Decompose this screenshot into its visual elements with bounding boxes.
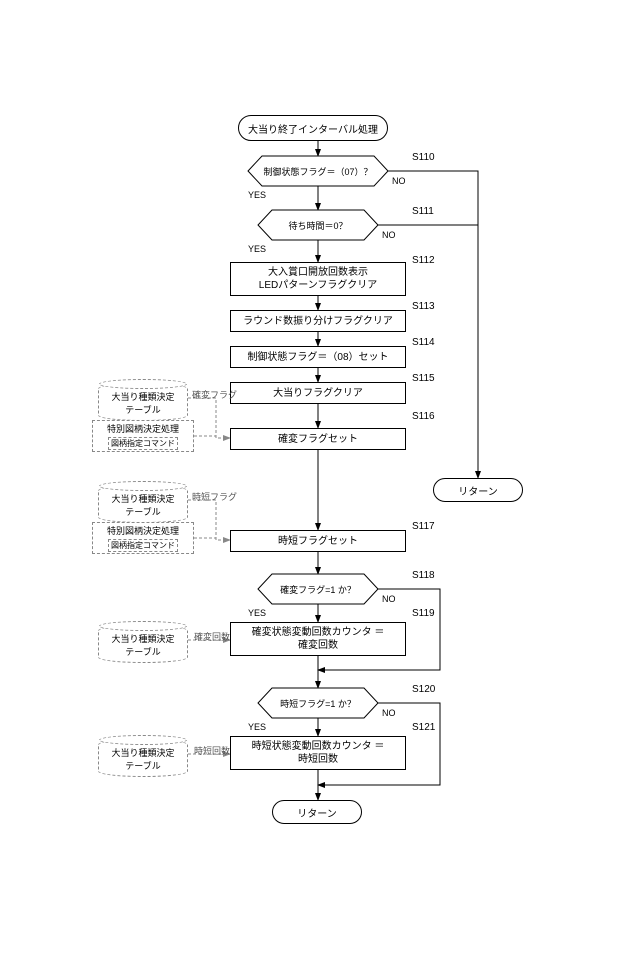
process-p119: 確変状態変動回数カウンタ ＝確変回数 (230, 622, 406, 656)
process-p113: ラウンド数振り分けフラグクリア (230, 310, 406, 332)
step-label: S121 (412, 722, 435, 733)
no-label: NO (382, 708, 396, 718)
sidebox-box2: 特別図柄決定処理図柄指定コマンド (92, 522, 194, 554)
no-label: NO (382, 594, 396, 604)
process-p114: 制御状態フラグ＝（08）セット (230, 346, 406, 368)
no-label: NO (392, 176, 406, 186)
step-label: S112 (412, 255, 435, 266)
decision-d118: 確変フラグ=1 か？ (258, 574, 378, 604)
cylinder-cyl1: 大当り種類決定テーブル (98, 383, 188, 421)
process-p116: 確変フラグセット (230, 428, 406, 450)
edge (188, 398, 230, 438)
yes-label: YES (248, 608, 266, 618)
edge (188, 500, 230, 540)
yes-label: YES (248, 244, 266, 254)
yes-label: YES (248, 722, 266, 732)
step-label: S116 (412, 411, 435, 422)
step-label: S114 (412, 337, 435, 348)
yes-label: YES (248, 190, 266, 200)
process-p112: 大入賞口開放回数表示LEDパターンフラグクリア (230, 262, 406, 296)
step-label: S115 (412, 373, 435, 384)
decision-d111: 待ち時間＝0？ (258, 210, 378, 240)
sidebox-box1: 特別図柄決定処理図柄指定コマンド (92, 420, 194, 452)
step-label: S111 (412, 206, 434, 217)
cylinder-cyl3: 大当り種類決定テーブル (98, 625, 188, 663)
step-label: S118 (412, 570, 435, 581)
cylinder-cyl4: 大当り種類決定テーブル (98, 739, 188, 777)
edge-label: 確変フラグ (192, 388, 237, 401)
step-label: S113 (412, 301, 435, 312)
step-label: S117 (412, 521, 435, 532)
decision-d110: 制御状態フラグ＝（07）？ (248, 156, 388, 186)
step-label: S110 (412, 152, 435, 163)
process-p117: 時短フラグセット (230, 530, 406, 552)
terminal-start: 大当り終了インターバル処理 (238, 115, 388, 141)
edge-label: 確変回数 (194, 630, 230, 643)
edge-label: 時短フラグ (192, 490, 237, 503)
terminal-return2: リターン (272, 800, 362, 824)
decision-d120: 時短フラグ=1 か？ (258, 688, 378, 718)
edge-label: 時短回数 (194, 744, 230, 757)
no-label: NO (382, 230, 396, 240)
step-label: S120 (412, 684, 435, 695)
process-p115: 大当りフラグクリア (230, 382, 406, 404)
terminal-return1: リターン (433, 478, 523, 502)
cylinder-cyl2: 大当り種類決定テーブル (98, 485, 188, 523)
step-label: S119 (412, 608, 435, 619)
process-p121: 時短状態変動回数カウンタ ＝時短回数 (230, 736, 406, 770)
